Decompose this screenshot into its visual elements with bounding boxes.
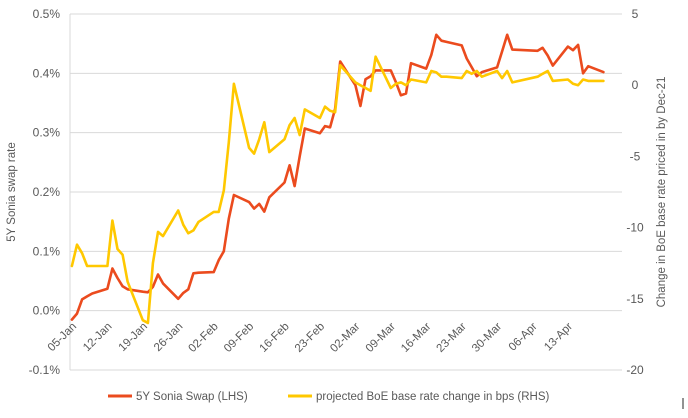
right-tick-label: -20 xyxy=(626,363,644,377)
left-axis-title: 5Y Sonia swap rate xyxy=(6,142,18,242)
series-line-1 xyxy=(70,33,605,321)
left-tick-label: 0.5% xyxy=(33,7,61,21)
series-line-2 xyxy=(70,55,605,325)
x-tick-label: 05-Jan xyxy=(46,321,79,354)
x-tick-label: 16-Mar xyxy=(399,321,433,355)
left-tick-label: 0.2% xyxy=(33,185,61,199)
gridlines xyxy=(69,13,622,371)
right-tick-label: -5 xyxy=(630,149,641,163)
x-tick-label: 16-Feb xyxy=(257,321,291,355)
x-tick-label: 06-Apr xyxy=(507,321,540,354)
right-tick-label: 0 xyxy=(632,78,639,92)
right-tick-label: -10 xyxy=(626,221,644,235)
left-tick-label: 0.3% xyxy=(33,126,61,140)
x-tick-label: 23-Feb xyxy=(293,321,327,355)
x-tick-label: 02-Mar xyxy=(328,321,362,355)
x-axis-ticks: 05-Jan 12-Jan 19-Jan 26-Jan 02-Feb 09-Feb 16-F… xyxy=(46,321,575,355)
right-tick-label: -15 xyxy=(626,292,644,306)
left-tick-label: 0.1% xyxy=(33,244,61,258)
right-axis-ticks: 5 0 -5 -10 -15 -20 xyxy=(626,7,644,377)
x-tick-label: 09-Mar xyxy=(364,321,398,355)
x-tick-label: 30-Mar xyxy=(470,321,504,355)
right-axis-title: Change in BoE base rate priced in by Dec… xyxy=(656,77,668,308)
legend: 5Y Sonia Swap (LHS) projected BoE base ra… xyxy=(108,391,549,403)
x-tick-label: 13-Apr xyxy=(542,321,575,354)
series-lines xyxy=(70,33,605,325)
x-tick-label: 26-Jan xyxy=(152,321,185,354)
x-tick-label: 12-Jan xyxy=(81,321,114,354)
left-axis-ticks: 0.5% 0.4% 0.3% 0.2% 0.1% 0.0% -0.1% xyxy=(29,7,61,377)
x-tick-label: 02-Feb xyxy=(187,321,221,355)
x-tick-label: 19-Jan xyxy=(117,321,150,354)
right-tick-label: 5 xyxy=(632,7,639,21)
left-tick-label: 0.0% xyxy=(33,304,61,318)
x-tick-label: 09-Feb xyxy=(222,321,256,355)
x-tick-label: 23-Mar xyxy=(435,321,469,355)
left-tick-label: 0.4% xyxy=(33,66,61,80)
left-tick-label: -0.1% xyxy=(29,363,61,377)
legend-label-2: projected BoE base rate change in bps (R… xyxy=(316,391,549,403)
legend-label-1: 5Y Sonia Swap (LHS) xyxy=(136,391,248,403)
